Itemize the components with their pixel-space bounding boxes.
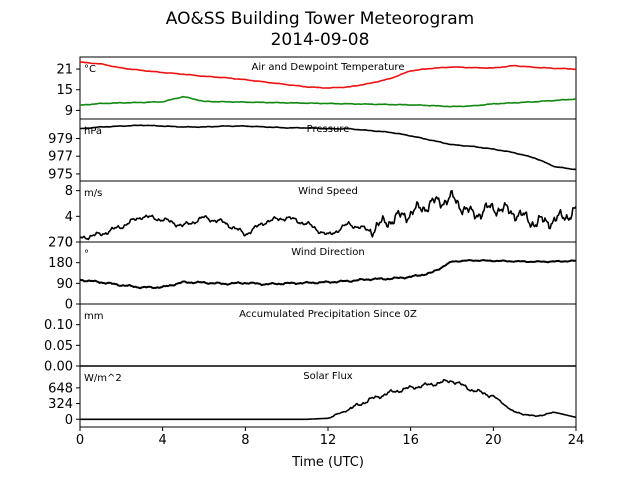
panel-4: 0 90 180 270 ° Wind Direction xyxy=(48,236,577,313)
y-tick-label: 0 xyxy=(65,236,73,251)
y-tick-label: 4 xyxy=(65,210,73,225)
panel-unit-label: ° xyxy=(84,249,89,260)
x-tick-label: 0 xyxy=(76,433,84,448)
x-tick-label: 4 xyxy=(159,433,167,448)
y-tick-label: 0.10 xyxy=(44,318,73,333)
panel-unit-label: m/s xyxy=(84,188,102,199)
figure-title-line2: 2014-09-08 xyxy=(271,30,370,50)
panel-title: Solar Flux xyxy=(303,371,353,382)
panels-group: 9 15 21 °C Air and Dewpoint Temperature 975 97… xyxy=(44,56,577,428)
y-tick-label: 648 xyxy=(48,381,73,396)
panel-unit-label: hPa xyxy=(84,126,102,137)
series-line-black xyxy=(79,259,577,290)
x-axis: 0 4 8 12 16 20 24 xyxy=(76,427,584,448)
figure-title-line1: AO&SS Building Tower Meteorogram xyxy=(166,9,474,29)
x-tick-label: 16 xyxy=(402,433,419,448)
y-tick-label: 180 xyxy=(48,256,73,271)
series-line-black xyxy=(80,124,577,171)
x-axis-label: Time (UTC) xyxy=(291,455,364,470)
panel-unit-label: W/m^2 xyxy=(84,373,122,384)
y-tick-label: 9 xyxy=(65,104,73,119)
y-tick-label: 324 xyxy=(48,397,73,412)
series-line-black xyxy=(79,190,577,241)
y-tick-label: 15 xyxy=(56,83,73,98)
y-tick-label: 0 xyxy=(65,413,73,428)
x-tick-label: 12 xyxy=(320,433,337,448)
y-tick-label: 8 xyxy=(65,184,73,199)
y-tick-label: 979 xyxy=(48,132,73,147)
y-tick-label: 90 xyxy=(56,277,73,292)
panel-title: Accumulated Precipitation Since 0Z xyxy=(239,309,417,320)
panel-title: Wind Speed xyxy=(298,186,358,197)
x-tick-label: 24 xyxy=(568,433,585,448)
series-line-red xyxy=(79,61,577,89)
panel-5: 0.00 0.05 0.10 mm Accumulated Precipitation … xyxy=(44,303,577,375)
panel-1: 9 15 21 °C Air and Dewpoint Temperature xyxy=(56,56,577,120)
panel-title: Wind Direction xyxy=(291,247,365,258)
series-line-green xyxy=(80,95,577,108)
y-tick-label: 975 xyxy=(48,167,73,182)
y-tick-label: 0 xyxy=(65,298,73,313)
panel-title: Air and Dewpoint Temperature xyxy=(252,62,405,73)
panel-unit-label: °C xyxy=(84,64,96,75)
y-tick-label: 0.00 xyxy=(44,360,73,375)
x-tick-label: 8 xyxy=(241,433,249,448)
y-tick-label: 977 xyxy=(48,150,73,165)
y-tick-label: 270 xyxy=(48,236,73,251)
x-tick-label: 20 xyxy=(485,433,502,448)
series-line-black xyxy=(80,378,577,421)
y-tick-label: 21 xyxy=(56,63,73,78)
panel-unit-label: mm xyxy=(84,311,103,322)
y-tick-label: 0.05 xyxy=(44,339,73,354)
panel-3: 0 4 8 m/s Wind Speed xyxy=(65,180,577,251)
